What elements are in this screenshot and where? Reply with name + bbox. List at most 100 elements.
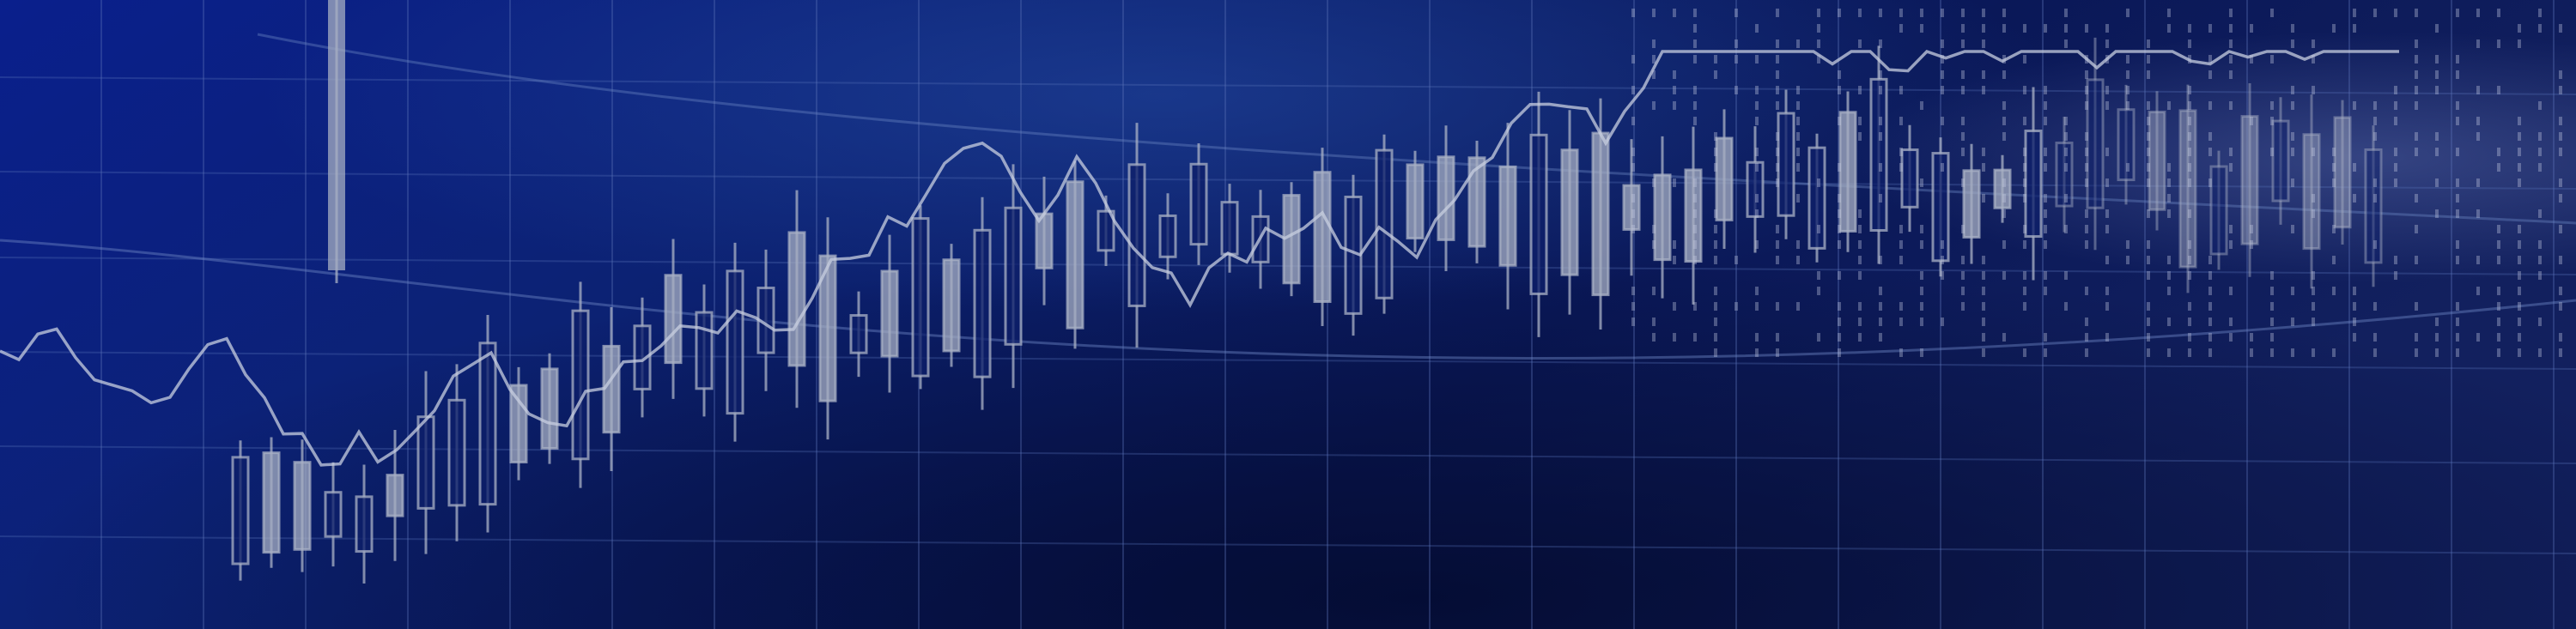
dot: [1982, 333, 1985, 342]
dot: [1899, 256, 1903, 264]
dot: [2415, 70, 2418, 79]
candle-body: [633, 324, 652, 390]
dot: [1982, 24, 1985, 33]
candle-body: [231, 456, 250, 565]
dot: [2291, 39, 2294, 48]
dot: [1673, 256, 1676, 264]
dot: [2085, 101, 2088, 110]
dot: [2559, 117, 2562, 125]
dot: [1961, 225, 1965, 233]
dot: [2250, 55, 2253, 64]
candle-body: [664, 274, 683, 365]
dot-field: [1631, 9, 2562, 357]
dot: [1838, 9, 1841, 17]
dot: [2270, 333, 2274, 342]
dot: [1941, 256, 1944, 264]
dot: [2002, 194, 2006, 203]
dot: [1982, 9, 1985, 17]
dot: [2456, 240, 2459, 249]
candle-body: [509, 384, 528, 464]
line-chart: [0, 49, 2399, 467]
dot: [2394, 86, 2397, 94]
dot: [1838, 318, 1841, 326]
dot: [2229, 163, 2233, 172]
dot: [1776, 9, 1779, 17]
dot: [1796, 163, 1800, 172]
dot: [1652, 240, 1656, 249]
dot: [1817, 9, 1820, 17]
dot: [2105, 39, 2109, 48]
dot: [1693, 256, 1697, 264]
dot: [2229, 9, 2233, 17]
dot: [1693, 333, 1697, 342]
dot: [2538, 271, 2542, 280]
dot: [2476, 132, 2480, 141]
dot: [2167, 194, 2171, 203]
dot: [2435, 178, 2439, 187]
candle-body: [1375, 148, 1394, 299]
dot: [2208, 256, 2212, 264]
candle-body: [2117, 108, 2136, 182]
dot: [2188, 39, 2191, 48]
dot: [2250, 240, 2253, 249]
candle-body: [324, 491, 343, 538]
dot: [2208, 101, 2212, 110]
dot: [2332, 163, 2336, 172]
dot: [1961, 271, 1965, 280]
candle-body: [2364, 148, 2383, 264]
dot: [1838, 302, 1841, 311]
dot: [2126, 256, 2129, 264]
dot: [1817, 178, 1820, 187]
dot: [2126, 163, 2129, 172]
dot: [1714, 302, 1717, 311]
dot: [2332, 225, 2336, 233]
dot: [2435, 55, 2439, 64]
dot: [1920, 302, 1923, 311]
dot: [2147, 240, 2150, 249]
dot: [1838, 117, 1841, 125]
candle-body: [293, 461, 312, 551]
dot: [1796, 302, 1800, 311]
dot: [2312, 318, 2315, 326]
dot: [2105, 225, 2109, 233]
dot: [2229, 318, 2233, 326]
candle-body: [2055, 142, 2074, 208]
curve: [0, 239, 2576, 360]
dot: [1673, 178, 1676, 187]
dot: [2497, 256, 2500, 264]
grid-line: [0, 351, 2576, 370]
dot: [2250, 333, 2253, 342]
dot: [2208, 271, 2212, 280]
dot: [1941, 117, 1944, 125]
dot: [2291, 348, 2294, 357]
dot: [2373, 348, 2377, 357]
dot: [1920, 348, 1923, 357]
dot: [2147, 117, 2150, 125]
dot: [2002, 178, 2006, 187]
dot: [1714, 209, 1717, 218]
candle-body: [911, 217, 930, 378]
dot: [2435, 24, 2439, 33]
dot: [2456, 178, 2459, 187]
dot: [2105, 287, 2109, 295]
dot: [1693, 194, 1697, 203]
dot: [2518, 240, 2521, 249]
dot: [1631, 86, 1635, 94]
candle-body: [2333, 116, 2352, 229]
dot: [2085, 348, 2088, 357]
dot: [2002, 101, 2006, 110]
dot: [2373, 194, 2377, 203]
dot: [2147, 256, 2150, 264]
dot: [1961, 86, 1965, 94]
dot: [2250, 117, 2253, 125]
dot: [2002, 9, 2006, 17]
dot: [2456, 55, 2459, 64]
dot: [1652, 333, 1656, 342]
dot: [1982, 39, 1985, 48]
dot: [2270, 148, 2274, 156]
dot: [2518, 302, 2521, 311]
dot: [2085, 318, 2088, 326]
dot: [2126, 86, 2129, 94]
dot: [2353, 194, 2356, 203]
grid-line: [0, 76, 2576, 95]
